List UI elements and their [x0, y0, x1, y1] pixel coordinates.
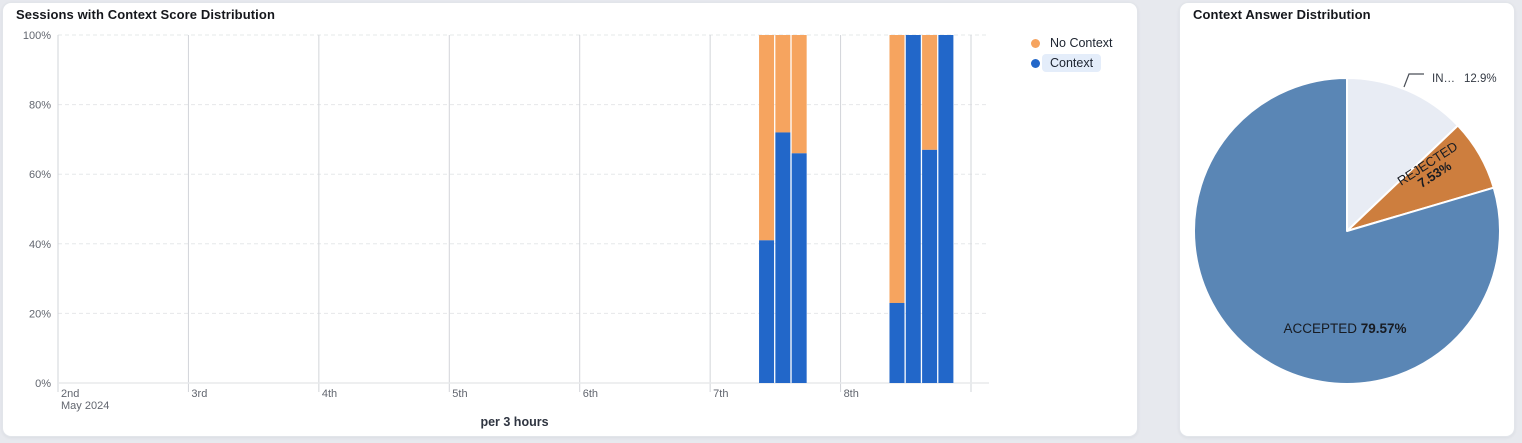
bar-segment-context[interactable]	[791, 153, 807, 383]
chart-legend: No Context Context	[1031, 34, 1121, 72]
x-axis-label: 7th	[713, 388, 728, 400]
bar-segment-no-context[interactable]	[791, 35, 807, 154]
x-axis-label: 2nd	[61, 388, 79, 400]
legend-dot-no-context-icon	[1031, 38, 1040, 48]
pie-label-in: IN… 12.9%	[1432, 73, 1497, 85]
x-axis-label: 3rd	[191, 388, 207, 400]
bar-segment-no-context[interactable]	[775, 35, 791, 133]
y-axis-label: 40%	[29, 239, 51, 251]
x-axis-label: 5th	[452, 388, 467, 400]
sessions-context-score-card: 0% 20% 40% 60% 80% 100% 2nd May 2024 3rd 4th 5th 6t…	[2, 2, 1138, 437]
x-axis-month-label: May 2024	[61, 400, 109, 412]
pie-label-accepted: ACCEPTED 79.57%	[1283, 321, 1406, 336]
bar-segment-context[interactable]	[759, 240, 775, 383]
pie-label-leader-line	[1403, 73, 1424, 88]
context-answer-card: IN… 12.9% REJECTED7.53% ACCEPTED 79.57% Con…	[1179, 2, 1515, 437]
pie-chart: IN… 12.9%REJECTED7.53%ACCEPTED 79.57%	[1193, 73, 1501, 385]
x-axis-label: 8th	[844, 388, 859, 400]
y-axis-label: 100%	[23, 30, 51, 42]
left-card-title: Sessions with Context Score Distribution	[16, 7, 275, 22]
pie-slice-in[interactable]	[1346, 77, 1459, 232]
bar-segment-no-context[interactable]	[889, 35, 905, 303]
y-axis-label: 60%	[29, 169, 51, 181]
bar-segment-context[interactable]	[938, 35, 954, 383]
x-axis-label: 4th	[322, 388, 337, 400]
bar-segment-context[interactable]	[905, 35, 921, 383]
bar-segment-context[interactable]	[889, 302, 905, 383]
bar-segment-no-context[interactable]	[922, 35, 938, 150]
legend-label-context: Context	[1042, 54, 1102, 72]
bar-segment-context[interactable]	[775, 132, 791, 383]
x-axis-label: 6th	[583, 388, 598, 400]
y-axis-label: 0%	[35, 378, 51, 390]
legend-item-context[interactable]: Context	[1031, 54, 1121, 72]
y-axis-label: 20%	[29, 308, 51, 320]
bar-segment-context[interactable]	[922, 149, 938, 383]
y-axis-label: 80%	[29, 100, 51, 112]
legend-item-no-context[interactable]: No Context	[1031, 34, 1121, 52]
right-card-title: Context Answer Distribution	[1193, 7, 1371, 22]
x-axis-unit-label: per 3 hours	[480, 415, 549, 429]
legend-dot-context-icon	[1031, 58, 1040, 68]
bar-segment-no-context[interactable]	[759, 35, 775, 241]
legend-label-no-context: No Context	[1050, 36, 1113, 50]
pie-slice-accepted[interactable]	[1193, 77, 1501, 385]
